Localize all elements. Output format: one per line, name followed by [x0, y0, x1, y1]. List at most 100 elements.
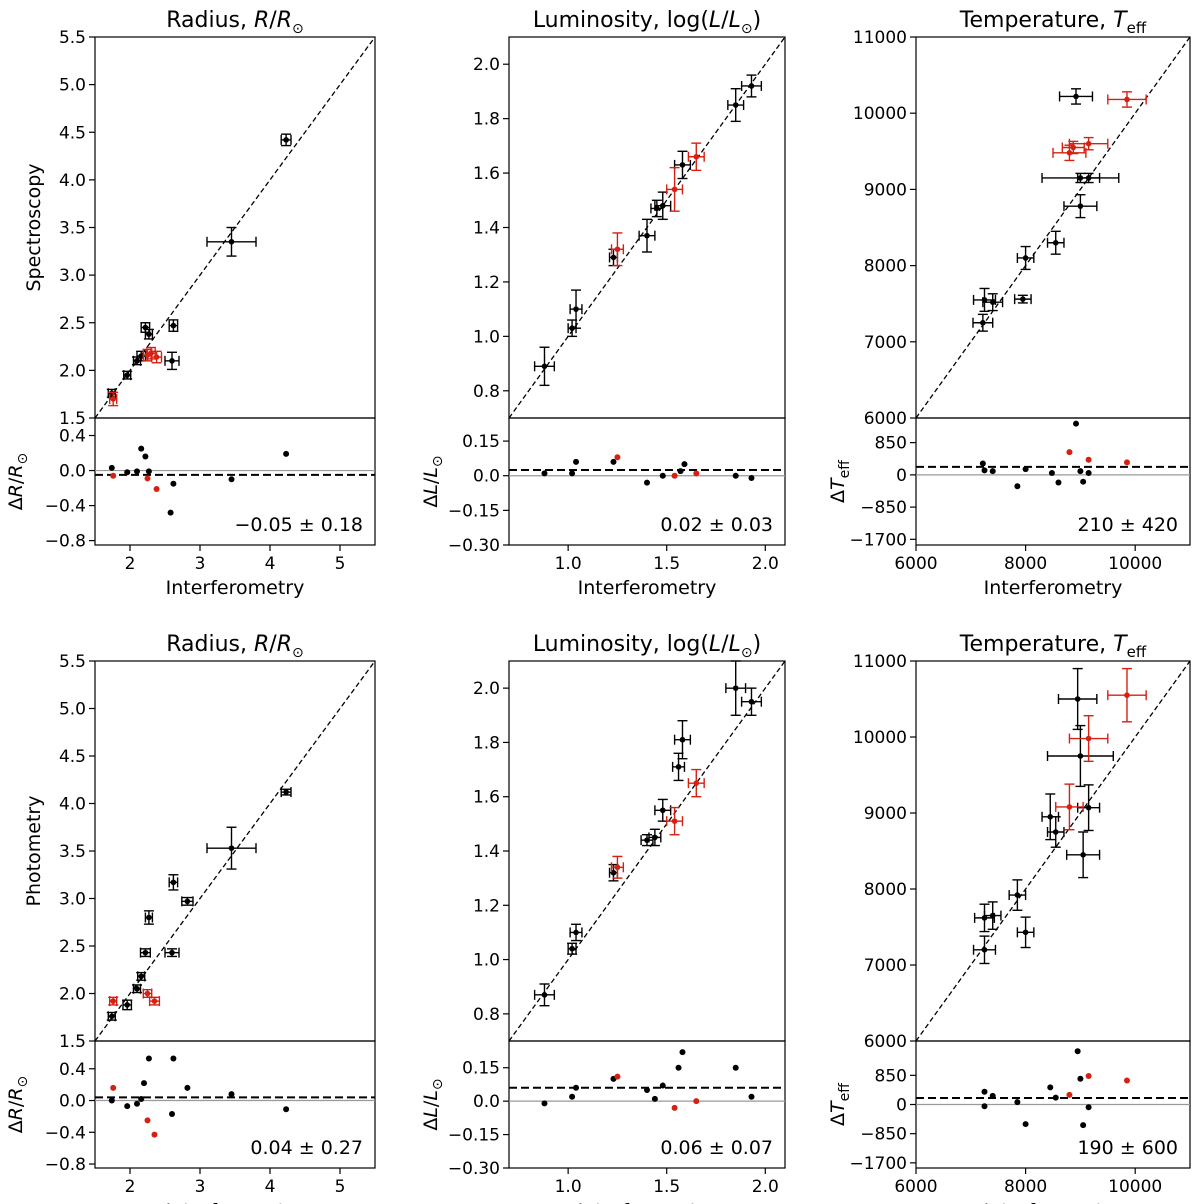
data-point: [1046, 816, 1065, 848]
data-point: [139, 947, 152, 958]
residual-y-tick-label: 0.0: [473, 467, 500, 487]
x-axis-label: Interferometry: [578, 577, 717, 599]
data-point: [136, 971, 147, 982]
y-tick-label: 4.0: [59, 795, 86, 815]
residual-marker: [541, 470, 548, 477]
data-marker: [110, 396, 116, 402]
data-marker: [659, 807, 666, 814]
data-point: [687, 142, 705, 172]
y-tick-label: 6000: [864, 409, 907, 429]
residual-y-tick-label: −1700: [849, 530, 907, 550]
data-marker: [170, 879, 177, 886]
residual-marker: [228, 1091, 235, 1098]
residual-y-tick-label: 0.4: [59, 427, 86, 447]
residual-marker: [1085, 1104, 1092, 1111]
y-tick-label: 4.0: [59, 171, 86, 191]
residual-marker: [614, 1073, 621, 1080]
y-tick-label: 9000: [864, 804, 907, 824]
data-marker: [1077, 203, 1084, 209]
residual-marker: [228, 476, 235, 483]
residual-y-tick-label: −0.4: [45, 1123, 86, 1143]
residual-marker: [1074, 1048, 1081, 1055]
y-tick-label: 1.2: [473, 896, 500, 916]
residual-marker: [610, 458, 617, 465]
residual-marker: [671, 1104, 678, 1111]
one-to-one-line: [508, 660, 786, 1042]
residual-marker: [108, 464, 115, 471]
data-point: [740, 74, 763, 98]
data-marker: [1066, 804, 1073, 810]
data-marker: [228, 238, 235, 245]
residual-marker: [170, 1055, 177, 1062]
data-point: [1063, 194, 1098, 219]
data-point: [122, 370, 133, 381]
residual-marker: [979, 460, 986, 467]
one-to-one-line: [915, 36, 1191, 419]
residual-marker: [170, 480, 177, 487]
data-marker: [283, 137, 289, 143]
residual-marker: [1077, 1075, 1084, 1082]
x-tick-label: 1.0: [555, 1177, 582, 1197]
data-point: [666, 806, 684, 836]
data-marker: [1066, 150, 1073, 156]
panel-title: Radius, R/R⊙: [166, 632, 304, 661]
residual-stat-label: 210 ± 420: [1077, 514, 1178, 536]
data-marker: [614, 864, 621, 871]
data-point: [168, 874, 179, 891]
x-tick-label: 6000: [894, 1177, 937, 1197]
residual-marker: [573, 1084, 580, 1091]
residual-y-label: ΔTeff: [827, 460, 853, 503]
y-tick-label: 1.8: [473, 733, 500, 753]
data-point: [983, 901, 1002, 930]
x-tick-label: 1.0: [555, 554, 582, 574]
data-marker: [614, 246, 621, 253]
data-point: [206, 226, 257, 257]
data-point: [1046, 230, 1065, 255]
x-tick-label: 2: [125, 554, 136, 574]
data-marker: [144, 990, 151, 997]
x-tick-label: 5: [335, 1177, 346, 1197]
x-tick-label: 3: [195, 554, 206, 574]
panel-phot-lum: Luminosity, log(L/L⊙) 0.8 1.0 1.2 1.4 1.6 1.8 2…: [420, 632, 786, 1204]
data-point: [1016, 916, 1035, 949]
data-marker: [569, 945, 575, 952]
residual-marker: [981, 1103, 988, 1110]
residual-marker: [732, 472, 739, 479]
y-tick-label: 1.6: [473, 164, 500, 184]
residual-y-tick-label: −0.8: [45, 1155, 86, 1175]
residual-marker: [153, 485, 160, 492]
y-tick-label: 3.5: [59, 219, 86, 239]
residual-marker: [1085, 456, 1092, 463]
residual-y-tick-label: 0.0: [473, 1092, 500, 1112]
residual-y-label: ΔTeff: [827, 1083, 853, 1126]
data-point: [533, 346, 556, 387]
residual-marker: [1085, 469, 1092, 476]
data-marker: [573, 306, 579, 312]
data-marker: [679, 162, 686, 168]
residual-marker: [184, 1084, 191, 1091]
data-point: [687, 768, 705, 798]
y-tick-label: 2.0: [473, 679, 500, 699]
x-axis-label: Interferometry: [984, 577, 1123, 599]
residual-marker: [110, 472, 117, 479]
residual-marker: [167, 509, 174, 516]
data-point: [972, 935, 997, 965]
residual-marker: [108, 1097, 115, 1104]
data-marker: [693, 153, 700, 160]
data-point: [164, 351, 180, 371]
data-marker: [1047, 814, 1054, 820]
y-tick-label: 5.5: [59, 652, 86, 672]
y-tick-label: 3.0: [59, 266, 86, 286]
residual-marker: [283, 1106, 290, 1113]
y-tick-label: 4.5: [59, 747, 86, 767]
data-point: [1068, 715, 1109, 763]
y-tick-label: 4.5: [59, 123, 86, 143]
data-point: [1107, 91, 1147, 108]
y-tick-label: 1.5: [59, 1032, 86, 1052]
data-marker: [693, 780, 700, 786]
data-marker: [169, 949, 175, 956]
data-marker: [644, 232, 650, 239]
data-point: [982, 293, 1004, 312]
residual-y-tick-label: 0: [896, 1096, 907, 1116]
panel-title: Luminosity, log(L/L⊙): [533, 8, 761, 37]
